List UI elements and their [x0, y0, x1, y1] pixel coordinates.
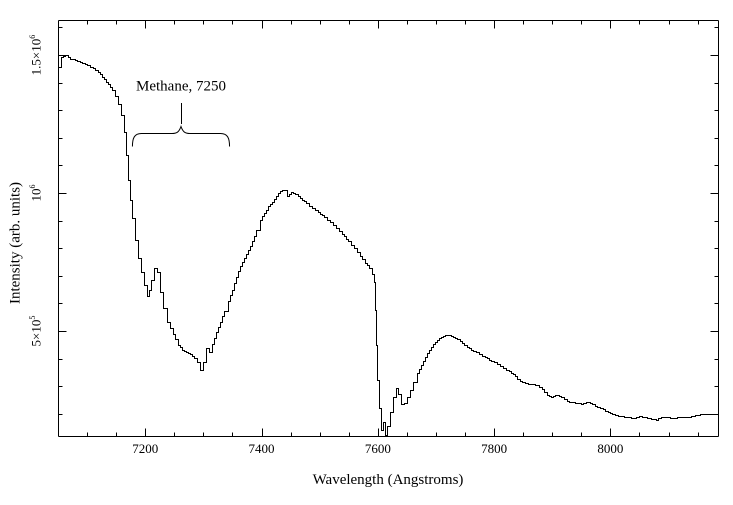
x-tick-label: 7400 — [248, 441, 275, 456]
x-axis-title: Wavelength (Angstroms) — [312, 472, 464, 488]
y-tick-label: 106 — [28, 184, 44, 202]
x-tick-label: 7200 — [132, 441, 159, 456]
spectrum-line — [58, 55, 718, 436]
x-tick-label: 7600 — [364, 441, 391, 456]
x-tick-label: 7800 — [481, 441, 508, 456]
methane-band-brace — [131, 125, 231, 147]
y-axis-title: Intensity (arb. units) — [7, 181, 24, 305]
x-tick-label: 8000 — [597, 441, 624, 456]
y-tick-label: 5×105 — [28, 315, 44, 347]
y-tick-label: 1.5×106 — [28, 34, 44, 76]
methane-annotation-label: Methane, 7250 — [135, 78, 226, 95]
